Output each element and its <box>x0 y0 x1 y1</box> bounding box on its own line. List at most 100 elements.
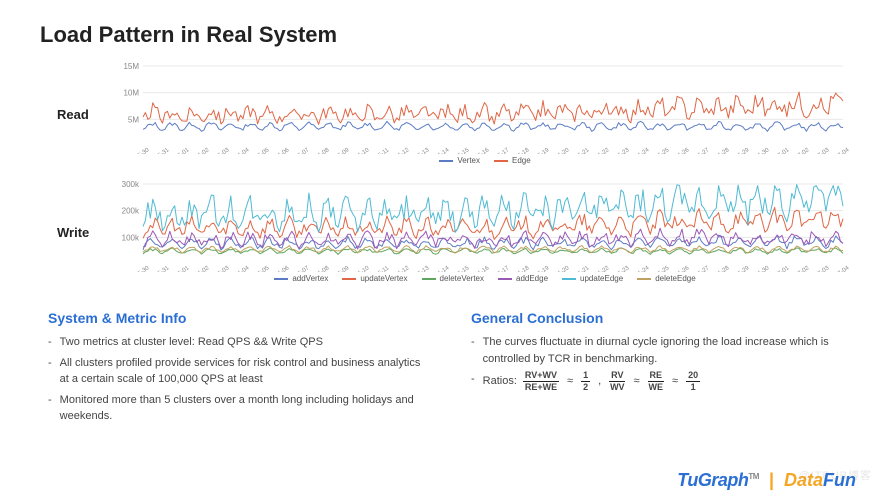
svg-text:06-30: 06-30 <box>754 147 771 154</box>
svg-text:06-28: 06-28 <box>714 265 731 272</box>
svg-text:07-03: 07-03 <box>814 147 831 154</box>
svg-text:100k: 100k <box>122 233 140 242</box>
svg-text:07-01: 07-01 <box>774 147 791 154</box>
watermark: @ITPUB博客 <box>798 467 872 483</box>
svg-text:06-05: 06-05 <box>254 265 271 272</box>
svg-text:06-12: 06-12 <box>394 147 411 154</box>
svg-text:06-20: 06-20 <box>554 147 571 154</box>
svg-text:05-30: 05-30 <box>134 147 151 154</box>
svg-text:06-02: 06-02 <box>194 265 211 272</box>
svg-text:06-13: 06-13 <box>414 265 431 272</box>
svg-text:06-23: 06-23 <box>614 265 631 272</box>
svg-text:06-14: 06-14 <box>434 147 451 154</box>
right-col-title: General Conclusion <box>471 310 850 326</box>
svg-text:06-04: 06-04 <box>234 147 251 154</box>
svg-text:06-17: 06-17 <box>494 147 511 154</box>
legend-item: Vertex <box>439 156 480 165</box>
svg-text:06-25: 06-25 <box>654 147 671 154</box>
svg-text:06-26: 06-26 <box>674 265 691 272</box>
svg-text:300k: 300k <box>122 180 140 189</box>
read-chart-block: Read 5M10M15M05-3005-3106-0106-0206-0306… <box>115 62 855 165</box>
svg-text:06-24: 06-24 <box>634 147 651 154</box>
read-chart: 5M10M15M05-3005-3106-0106-0206-0306-0406… <box>115 62 855 154</box>
legend-item: updateVertex <box>342 274 407 283</box>
svg-text:06-26: 06-26 <box>674 147 691 154</box>
legend-item: deleteEdge <box>637 274 695 283</box>
svg-text:06-01: 06-01 <box>174 147 191 154</box>
legend-item: deleteVertex <box>422 274 484 283</box>
svg-text:07-04: 07-04 <box>834 147 851 154</box>
svg-text:06-22: 06-22 <box>594 147 611 154</box>
right-bullets: The curves fluctuate in diurnal cycle ig… <box>471 334 850 392</box>
slide-title: Load Pattern in Real System <box>40 22 337 48</box>
left-col-title: System & Metric Info <box>48 310 427 326</box>
svg-text:5M: 5M <box>128 115 139 124</box>
svg-text:06-18: 06-18 <box>514 147 531 154</box>
svg-text:05-31: 05-31 <box>154 265 171 272</box>
svg-text:06-01: 06-01 <box>174 265 191 272</box>
svg-text:06-15: 06-15 <box>454 265 471 272</box>
write-chart-block: Write 100k200k300k05-3005-3106-0106-0206… <box>115 180 855 283</box>
svg-text:06-24: 06-24 <box>634 265 651 272</box>
svg-text:06-11: 06-11 <box>375 147 391 154</box>
svg-text:06-08: 06-08 <box>314 147 331 154</box>
svg-text:06-07: 06-07 <box>294 147 311 154</box>
svg-text:06-21: 06-21 <box>574 265 591 272</box>
svg-text:06-09: 06-09 <box>334 265 351 272</box>
tm-mark: TM <box>748 472 759 481</box>
logo-separator: | <box>769 470 774 491</box>
svg-text:200k: 200k <box>122 207 140 216</box>
tugraph-text: TuGraph <box>677 470 748 490</box>
svg-text:06-11: 06-11 <box>375 265 391 272</box>
svg-text:07-03: 07-03 <box>814 265 831 272</box>
svg-text:06-18: 06-18 <box>514 265 531 272</box>
legend-item: addVertex <box>274 274 328 283</box>
svg-text:06-19: 06-19 <box>534 147 551 154</box>
write-chart-label: Write <box>57 225 89 240</box>
write-legend: addVertex updateVertex deleteVertex addEdge… <box>115 274 855 283</box>
svg-text:06-02: 06-02 <box>194 147 211 154</box>
svg-text:06-20: 06-20 <box>554 265 571 272</box>
svg-text:06-16: 06-16 <box>474 265 491 272</box>
svg-text:06-27: 06-27 <box>694 147 711 154</box>
bullet: The curves fluctuate in diurnal cycle ig… <box>471 334 850 367</box>
read-chart-label: Read <box>57 107 89 122</box>
bullet: Two metrics at cluster level: Read QPS &… <box>48 334 427 351</box>
svg-text:15M: 15M <box>123 62 139 71</box>
ratios-bullet: Ratios:RV+WVRE+WE≈12,RVWV≈REWE≈201 <box>471 371 850 392</box>
svg-text:06-23: 06-23 <box>614 147 631 154</box>
svg-text:06-27: 06-27 <box>694 265 711 272</box>
left-column: System & Metric Info Two metrics at clus… <box>48 310 427 429</box>
svg-text:07-02: 07-02 <box>794 265 811 272</box>
legend-item: Edge <box>494 156 531 165</box>
svg-text:06-12: 06-12 <box>394 265 411 272</box>
svg-text:10M: 10M <box>123 89 139 98</box>
legend-item: addEdge <box>498 274 548 283</box>
svg-text:06-30: 06-30 <box>754 265 771 272</box>
right-column: General Conclusion The curves fluctuate … <box>471 310 850 429</box>
svg-text:07-02: 07-02 <box>794 147 811 154</box>
svg-text:06-13: 06-13 <box>414 147 431 154</box>
svg-text:06-25: 06-25 <box>654 265 671 272</box>
svg-text:06-03: 06-03 <box>214 147 231 154</box>
svg-text:06-05: 06-05 <box>254 147 271 154</box>
svg-text:06-16: 06-16 <box>474 147 491 154</box>
svg-text:06-14: 06-14 <box>434 265 451 272</box>
svg-text:06-15: 06-15 <box>454 147 471 154</box>
svg-text:06-04: 06-04 <box>234 265 251 272</box>
svg-text:06-17: 06-17 <box>494 265 511 272</box>
svg-text:06-29: 06-29 <box>734 265 751 272</box>
bullet: Monitored more than 5 clusters over a mo… <box>48 392 427 425</box>
svg-text:06-06: 06-06 <box>274 265 291 272</box>
svg-text:06-08: 06-08 <box>314 265 331 272</box>
svg-text:06-10: 06-10 <box>354 147 371 154</box>
svg-text:06-21: 06-21 <box>574 147 591 154</box>
svg-text:07-04: 07-04 <box>834 265 851 272</box>
legend-item: updateEdge <box>562 274 623 283</box>
bullet: All clusters profiled provide services f… <box>48 355 427 388</box>
svg-text:05-30: 05-30 <box>134 265 151 272</box>
svg-text:05-31: 05-31 <box>154 147 171 154</box>
svg-text:06-06: 06-06 <box>274 147 291 154</box>
text-columns: System & Metric Info Two metrics at clus… <box>48 310 850 429</box>
svg-text:06-22: 06-22 <box>594 265 611 272</box>
